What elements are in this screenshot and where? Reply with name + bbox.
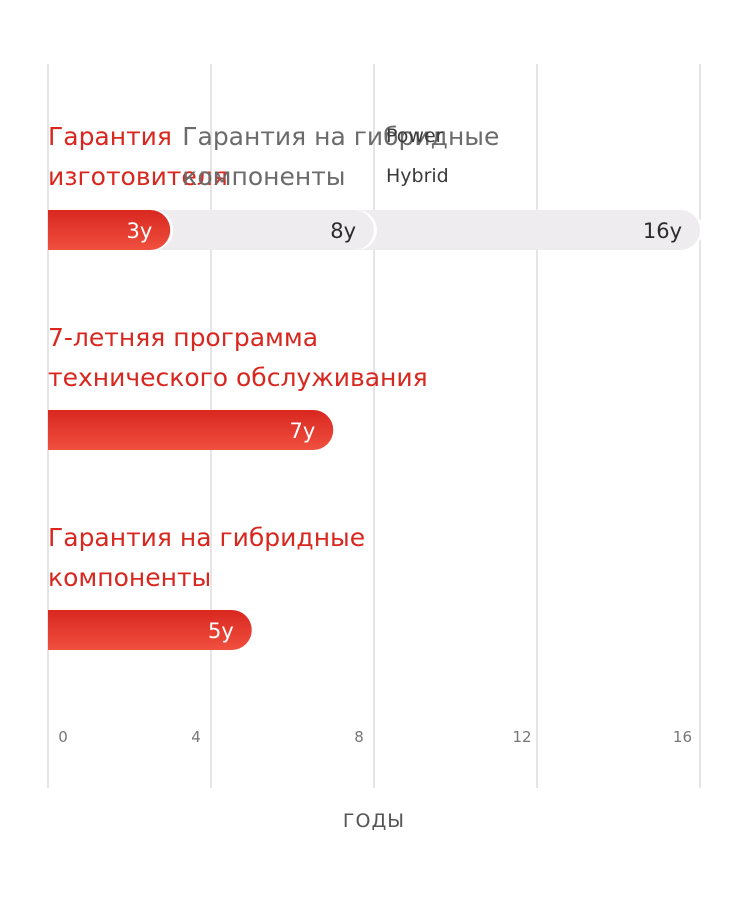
x-tick-label-0: 0 xyxy=(58,728,68,746)
category-label-1-0-line-1: технического обслуживания xyxy=(48,363,428,392)
bar-value-label-1-0: 7y xyxy=(289,419,315,443)
category-label-0-2-line-1: Hybrid xyxy=(386,165,449,187)
x-tick-label-4: 16 xyxy=(673,728,692,746)
x-axis-title: ГОДЫ xyxy=(343,810,405,832)
category-label-2-0-line-0: Гарантия на гибридные xyxy=(48,523,365,552)
category-label-0-0-line-0: Гарантия xyxy=(48,122,172,151)
category-label-0-0-line-1: изготовителя xyxy=(48,162,228,191)
bar-1-0 xyxy=(48,410,334,450)
bar-value-label-0-0: 3y xyxy=(126,219,152,243)
bar-value-label-2-0: 5y xyxy=(208,619,234,643)
category-label-0-2-line-0: Power xyxy=(386,125,444,147)
bars xyxy=(48,210,703,650)
category-label-1-0-line-0: 7-летняя программа xyxy=(48,323,318,352)
bar-labels: 3y Гарантия изготовителя 8y Гарантия на гибр… xyxy=(48,122,682,643)
x-axis-ticks: 0 4 8 12 16 xyxy=(58,728,692,746)
category-label-0-1-line-1: компоненты xyxy=(182,162,345,191)
bar-value-label-0-1: 8y xyxy=(330,219,356,243)
x-tick-label-3: 12 xyxy=(512,728,531,746)
category-label-2-0-line-1: компоненты xyxy=(48,563,211,592)
grid-lines xyxy=(47,64,701,788)
x-tick-label-1: 4 xyxy=(191,728,201,746)
x-tick-label-2: 8 xyxy=(354,728,364,746)
bar-0-0 xyxy=(48,210,171,250)
bar-2-0 xyxy=(48,610,252,650)
category-label-0-1-line-0: Гарантия на гибридные xyxy=(182,122,499,151)
bar-value-label-0-2: 16y xyxy=(643,219,682,243)
